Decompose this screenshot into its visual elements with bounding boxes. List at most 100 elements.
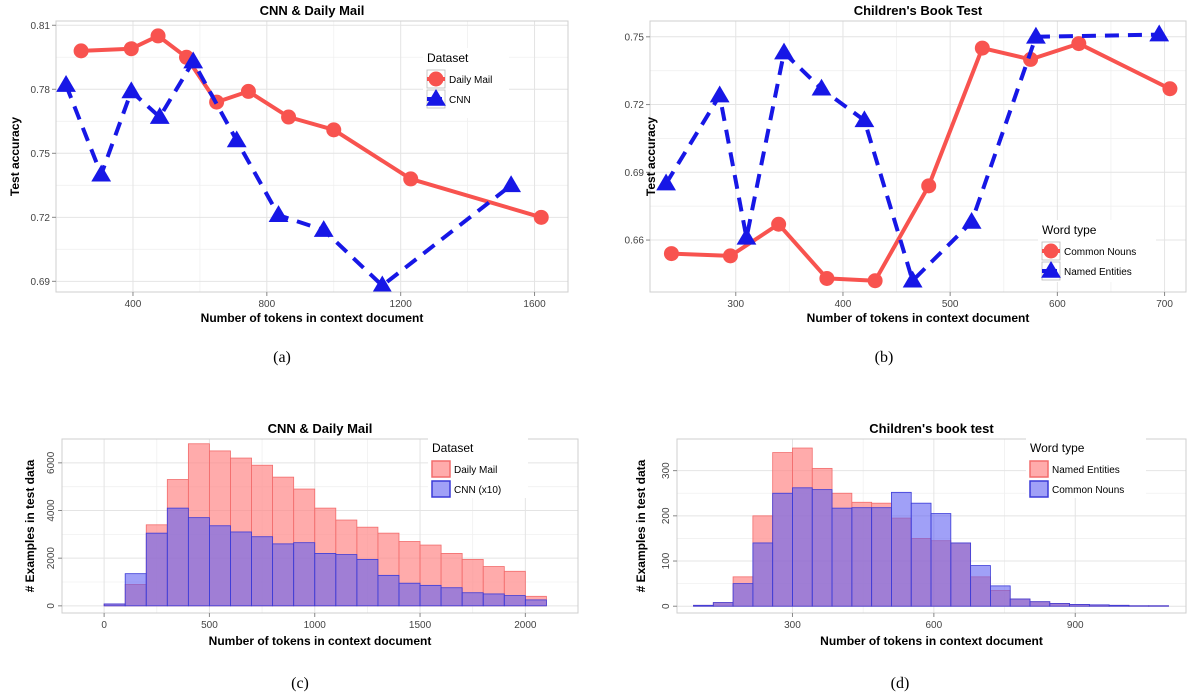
data-point <box>403 171 419 187</box>
legend-key-marker <box>1043 243 1059 259</box>
histogram-bar <box>524 599 547 607</box>
x-axis-label: Number of tokens in context document <box>201 311 424 325</box>
histogram-bar <box>293 542 316 607</box>
histogram-bar <box>1029 601 1051 607</box>
x-tick-label: 400 <box>125 299 142 310</box>
histogram-bar <box>503 595 526 607</box>
legend-label: Common Nouns <box>1052 485 1124 496</box>
y-tick-label: 0.66 <box>625 236 645 247</box>
x-tick-label: 700 <box>1156 299 1173 310</box>
series-named-entities <box>656 24 1170 288</box>
x-axis-label: Number of tokens in context document <box>209 634 432 648</box>
chart-d: 300 600 900 0 100 200 300 Children's book test N… <box>634 421 1187 692</box>
chart-title: Children's book test <box>869 421 994 436</box>
series-cnn <box>56 51 522 293</box>
series-line <box>671 41 1171 283</box>
histogram-bar <box>145 532 168 607</box>
series-line <box>81 33 542 220</box>
chart-title: CNN & Daily Mail <box>268 421 373 436</box>
histogram-bar <box>792 487 813 607</box>
legend-title: Word type <box>1030 441 1085 455</box>
data-point <box>1026 26 1046 44</box>
legend: Dataset Daily Mail CNN (x10) <box>428 438 528 498</box>
histogram-bar <box>209 525 231 607</box>
data-point <box>656 173 676 191</box>
y-tick-label: 300 <box>661 462 672 479</box>
histogram-bar <box>124 573 147 607</box>
x-axis-label: Number of tokens in context document <box>807 311 1030 325</box>
x-tick-label: 2000 <box>514 620 537 631</box>
series-line <box>64 59 513 288</box>
panel-caption: (b) <box>875 349 894 366</box>
legend-label: Daily Mail <box>449 75 492 86</box>
data-point <box>313 220 334 237</box>
y-axis-label: # Examples in test data <box>23 459 37 592</box>
legend: Word type Common Nouns Named Entities <box>1038 220 1156 282</box>
chart-a: 400 800 1200 1600 0.69 0.72 0.75 0.78 0.81 CNN & … <box>8 3 569 366</box>
chart-title: Children's Book Test <box>854 3 983 18</box>
histogram-bar <box>950 542 972 607</box>
x-tick-label: 900 <box>1067 620 1084 631</box>
x-tick-label: 300 <box>784 620 801 631</box>
data-point <box>736 227 757 245</box>
data-point <box>1023 51 1039 67</box>
y-tick-label: 0.72 <box>31 213 51 224</box>
series-daily-mail <box>73 28 549 225</box>
legend: Dataset Daily Mail CNN <box>423 48 509 118</box>
series-line <box>664 32 1160 283</box>
data-point <box>226 130 247 148</box>
histogram-bar <box>419 584 442 607</box>
chart-b: 300 400 500 600 700 0.66 0.69 0.72 0.75 Children'… <box>625 3 1187 366</box>
y-tick-label: 0 <box>46 603 57 609</box>
x-tick-label: 0 <box>101 620 107 631</box>
histogram-bar <box>910 502 932 607</box>
legend-label: Named Entities <box>1064 267 1132 278</box>
histogram-bar <box>272 543 295 607</box>
legend-title: Dataset <box>432 441 474 455</box>
panel-caption: (a) <box>273 349 291 366</box>
histogram-bar <box>440 587 463 607</box>
histogram-bar <box>356 558 379 607</box>
y-tick-label: 0.72 <box>625 100 645 111</box>
histogram-bar <box>831 507 853 607</box>
y-tick-label: 0.75 <box>625 32 645 43</box>
x-tick-label: 400 <box>835 299 852 310</box>
series-cnn-x10- <box>103 507 547 607</box>
chart-c: 0 500 1000 1500 2000 0 2000 4000 6000 CNN & Daily… <box>23 421 579 692</box>
histogram-bar <box>851 507 873 607</box>
histogram-bar <box>398 582 421 607</box>
data-point <box>1149 24 1170 42</box>
x-tick-label: 800 <box>258 299 275 310</box>
y-tick-label: 0.81 <box>31 21 51 32</box>
chart-title: CNN & Daily Mail <box>260 3 365 18</box>
x-tick-label: 600 <box>926 620 943 631</box>
data-point <box>961 211 982 229</box>
x-tick-label: 1500 <box>409 620 432 631</box>
histogram-bar <box>314 553 337 607</box>
histogram-bar <box>166 507 189 607</box>
plot-border <box>61 438 579 614</box>
data-point <box>854 110 875 128</box>
histogram-bar <box>1108 604 1130 607</box>
data-point <box>73 43 89 59</box>
legend-key <box>431 460 451 478</box>
data-point <box>91 164 112 182</box>
plot-border <box>676 438 1187 614</box>
x-tick-label: 600 <box>1049 299 1066 310</box>
histogram-bar <box>772 492 793 607</box>
histogram-bar <box>1088 604 1110 607</box>
series-common-nouns <box>693 487 1169 607</box>
data-point <box>281 109 297 125</box>
data-point <box>326 122 342 138</box>
legend-key <box>1029 460 1049 478</box>
data-point <box>501 175 522 193</box>
data-point <box>183 51 204 69</box>
y-tick-label: 100 <box>661 552 672 569</box>
histogram-bar <box>871 507 892 607</box>
y-tick-label: 0 <box>661 603 672 609</box>
data-point <box>121 81 142 99</box>
data-point <box>372 275 393 293</box>
histogram-bar <box>335 554 358 607</box>
histogram-bar <box>1049 603 1070 607</box>
histogram-bar <box>811 489 833 607</box>
